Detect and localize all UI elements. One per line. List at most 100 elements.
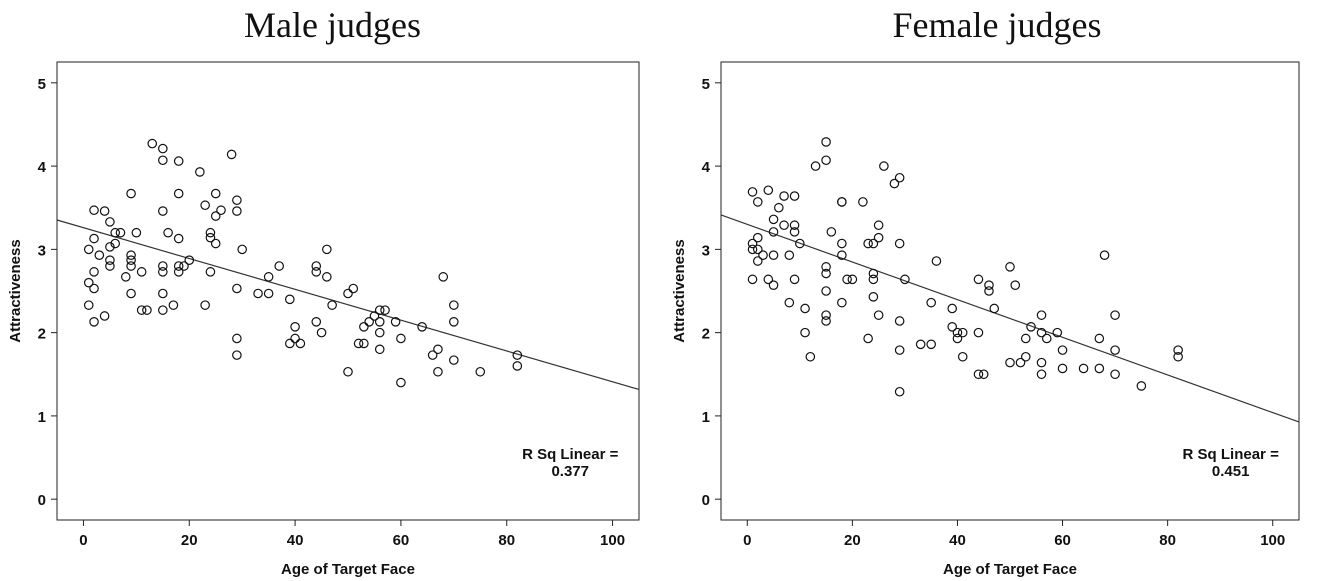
data-point bbox=[894, 172, 905, 183]
y-axis-label: Attractiveness bbox=[7, 239, 24, 342]
data-point bbox=[1036, 310, 1047, 320]
data-point bbox=[126, 250, 136, 260]
data-point bbox=[115, 227, 126, 238]
data-point bbox=[348, 283, 359, 294]
data-point bbox=[179, 261, 189, 271]
data-point bbox=[1020, 333, 1031, 344]
data-point bbox=[1052, 327, 1063, 338]
data-point bbox=[1078, 363, 1089, 374]
data-point bbox=[126, 188, 136, 199]
data-point bbox=[311, 261, 322, 271]
data-point bbox=[311, 267, 322, 277]
data-point bbox=[427, 350, 438, 360]
data-point bbox=[433, 366, 443, 377]
chart-title: Male judges bbox=[244, 5, 421, 45]
data-point bbox=[89, 317, 99, 327]
data-point bbox=[1110, 369, 1120, 380]
regression-line bbox=[720, 214, 1300, 423]
data-point bbox=[821, 262, 831, 272]
data-point bbox=[158, 143, 168, 154]
data-point bbox=[364, 317, 374, 327]
data-point bbox=[263, 288, 274, 299]
data-point bbox=[322, 244, 332, 255]
data-point bbox=[173, 261, 184, 271]
data-point bbox=[747, 187, 758, 197]
data-point bbox=[1099, 250, 1110, 260]
data-point bbox=[931, 256, 942, 266]
data-point bbox=[989, 303, 1000, 314]
data-point bbox=[768, 214, 779, 225]
data-point bbox=[868, 292, 879, 302]
data-point bbox=[1026, 322, 1036, 332]
data-point bbox=[752, 244, 763, 255]
data-point bbox=[83, 244, 94, 255]
data-point bbox=[158, 155, 168, 166]
data-point bbox=[1036, 369, 1047, 380]
chart-title: Female judges bbox=[892, 5, 1102, 45]
data-point bbox=[120, 272, 131, 282]
data-point bbox=[168, 300, 179, 310]
data-point bbox=[837, 297, 847, 308]
data-point bbox=[747, 244, 758, 255]
data-point bbox=[889, 178, 900, 189]
data-point bbox=[226, 149, 237, 160]
data-point bbox=[359, 338, 369, 349]
x-tick-label: 60 bbox=[1054, 532, 1071, 549]
data-point bbox=[768, 280, 779, 290]
data-point bbox=[1173, 345, 1183, 355]
data-point bbox=[396, 377, 406, 388]
data-point bbox=[263, 272, 274, 282]
data-point bbox=[1020, 351, 1031, 362]
data-point bbox=[173, 267, 184, 277]
r-sq-label: R Sq Linear = bbox=[522, 446, 619, 463]
data-point bbox=[957, 351, 968, 362]
data-point bbox=[752, 232, 763, 243]
data-point bbox=[396, 333, 406, 344]
data-point bbox=[438, 272, 449, 282]
x-tick-label: 100 bbox=[600, 532, 625, 549]
data-point bbox=[1110, 345, 1120, 355]
data-point bbox=[837, 238, 847, 249]
data-point bbox=[873, 232, 884, 243]
x-axis-label: Age of Target Face bbox=[281, 561, 415, 578]
r-sq-label: R Sq Linear = bbox=[1183, 446, 1280, 463]
data-point bbox=[1005, 262, 1015, 272]
data-point bbox=[821, 268, 831, 279]
y-tick-label: 4 bbox=[38, 159, 47, 176]
y-tick-label: 3 bbox=[38, 242, 46, 259]
data-point bbox=[142, 305, 152, 315]
data-point bbox=[327, 300, 337, 310]
data-point bbox=[1057, 345, 1068, 355]
data-point bbox=[200, 300, 210, 310]
y-tick-label: 3 bbox=[702, 242, 710, 259]
data-point bbox=[99, 311, 110, 321]
data-point bbox=[779, 220, 789, 231]
data-point bbox=[774, 202, 784, 213]
y-tick-label: 4 bbox=[702, 159, 711, 176]
data-point bbox=[380, 305, 390, 315]
data-point bbox=[795, 238, 805, 249]
data-point bbox=[868, 238, 879, 249]
data-point bbox=[216, 205, 226, 216]
data-point bbox=[915, 339, 926, 350]
data-point bbox=[894, 316, 905, 326]
data-point bbox=[768, 250, 779, 260]
data-point bbox=[237, 244, 247, 255]
data-point bbox=[868, 274, 879, 285]
x-tick-label: 0 bbox=[79, 532, 87, 549]
data-point bbox=[789, 191, 800, 201]
data-point bbox=[449, 300, 459, 310]
data-point bbox=[512, 350, 523, 360]
data-point bbox=[763, 185, 774, 196]
data-point bbox=[147, 138, 158, 149]
data-point bbox=[784, 250, 795, 260]
data-point bbox=[926, 339, 936, 350]
data-point bbox=[173, 233, 184, 244]
data-point bbox=[894, 386, 905, 397]
data-point bbox=[947, 303, 957, 314]
data-point bbox=[210, 188, 221, 199]
data-point bbox=[805, 351, 816, 362]
data-point bbox=[475, 366, 486, 377]
r-sq-value: 0.377 bbox=[551, 463, 589, 480]
data-point bbox=[763, 274, 774, 285]
